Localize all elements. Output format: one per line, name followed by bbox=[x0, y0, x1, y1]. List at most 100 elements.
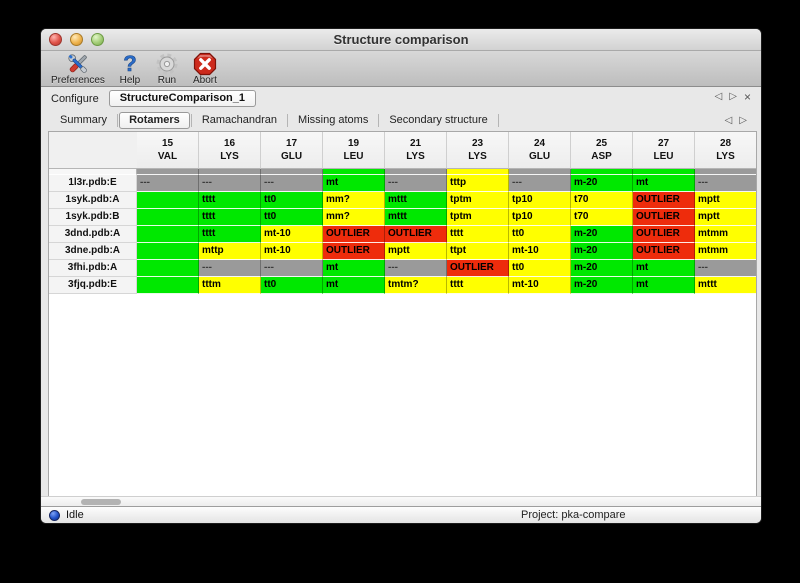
rotamer-cell[interactable]: tt0 bbox=[509, 260, 571, 277]
rotamer-cell[interactable]: mttt bbox=[385, 209, 447, 226]
column-header-17[interactable]: 17 GLU bbox=[261, 132, 323, 169]
column-header-27[interactable]: 27 LEU bbox=[633, 132, 695, 169]
rotamer-cell[interactable]: mt bbox=[633, 277, 695, 294]
help-button[interactable]: ? Help bbox=[117, 52, 143, 87]
close-window-button[interactable] bbox=[49, 33, 62, 46]
rotamer-cell[interactable]: tttt bbox=[447, 226, 509, 243]
rotamer-cell[interactable]: --- bbox=[385, 175, 447, 192]
rotamer-cell[interactable]: tmtm? bbox=[385, 277, 447, 294]
rotamer-cell[interactable]: mttp bbox=[199, 243, 261, 260]
rotamer-cell[interactable]: OUTLIER bbox=[633, 243, 695, 260]
run-button[interactable]: Run bbox=[153, 52, 181, 86]
rotamer-cell[interactable]: tp10 bbox=[509, 209, 571, 226]
column-header-25[interactable]: 25 ASP bbox=[571, 132, 633, 169]
rotamer-cell[interactable]: mt bbox=[633, 175, 695, 192]
configure-prev-icon[interactable]: ◁ bbox=[714, 91, 723, 102]
rotamer-cell[interactable]: tp10 bbox=[509, 192, 571, 209]
column-header-19[interactable]: 19 LEU bbox=[323, 132, 385, 169]
row-label-3fjq-pdb-E[interactable]: 3fjq.pdb:E bbox=[49, 277, 137, 294]
rotamer-cell[interactable]: mt-10 bbox=[509, 277, 571, 294]
rotamer-cell[interactable]: mm? bbox=[323, 192, 385, 209]
rotamer-cell[interactable]: tttt bbox=[447, 277, 509, 294]
row-label-1l3r-pdb-E[interactable]: 1l3r.pdb:E bbox=[49, 175, 137, 192]
rotamer-cell[interactable]: tt0 bbox=[261, 209, 323, 226]
scrollbar-thumb[interactable] bbox=[81, 499, 121, 505]
rotamer-cell[interactable]: mt-10 bbox=[261, 243, 323, 260]
rotamer-cell[interactable]: --- bbox=[199, 175, 261, 192]
column-header-23[interactable]: 23 LYS bbox=[447, 132, 509, 169]
rotamer-cell[interactable]: m-20 bbox=[571, 260, 633, 277]
column-header-28[interactable]: 28 LYS bbox=[695, 132, 756, 169]
rotamer-cell[interactable]: --- bbox=[261, 175, 323, 192]
rotamer-cell[interactable]: --- bbox=[385, 260, 447, 277]
rotamer-cell[interactable] bbox=[137, 260, 199, 277]
row-label-1syk-pdb-A[interactable]: 1syk.pdb:A bbox=[49, 192, 137, 209]
rotamer-cell[interactable]: mm? bbox=[323, 209, 385, 226]
rotamer-cell[interactable]: mt bbox=[323, 175, 385, 192]
rotamer-cell[interactable]: tt0 bbox=[509, 226, 571, 243]
rotamer-cell[interactable] bbox=[137, 226, 199, 243]
rotamer-cell[interactable] bbox=[137, 277, 199, 294]
tab-rotamers[interactable]: Rotamers bbox=[119, 112, 190, 129]
rotamer-cell[interactable]: OUTLIER bbox=[447, 260, 509, 277]
rotamer-cell[interactable]: --- bbox=[199, 260, 261, 277]
rotamer-cell[interactable]: --- bbox=[509, 175, 571, 192]
rotamer-cell[interactable]: mt bbox=[323, 260, 385, 277]
rotamer-cell[interactable]: OUTLIER bbox=[633, 209, 695, 226]
minimize-window-button[interactable] bbox=[70, 33, 83, 46]
rotamer-cell[interactable]: m-20 bbox=[571, 175, 633, 192]
rotamer-cell[interactable]: --- bbox=[261, 260, 323, 277]
tab-summary[interactable]: Summary bbox=[60, 114, 108, 126]
rotamer-cell[interactable]: tttp bbox=[447, 175, 509, 192]
configure-close-icon[interactable]: × bbox=[743, 90, 751, 104]
rotamer-cell[interactable]: ttpt bbox=[447, 243, 509, 260]
rotamer-cell[interactable]: t70 bbox=[571, 209, 633, 226]
rotamer-cell[interactable]: tptm bbox=[447, 192, 509, 209]
rotamer-cell[interactable]: mt-10 bbox=[261, 226, 323, 243]
rotamer-cell[interactable] bbox=[137, 243, 199, 260]
horizontal-scrollbar[interactable] bbox=[41, 496, 761, 506]
configuration-selector[interactable]: StructureComparison_1 bbox=[108, 90, 257, 107]
rotamer-cell[interactable]: mtmm bbox=[695, 243, 756, 260]
rotamer-cell[interactable]: t70 bbox=[571, 192, 633, 209]
column-header-21[interactable]: 21 LYS bbox=[385, 132, 447, 169]
rotamer-cell[interactable]: OUTLIER bbox=[633, 192, 695, 209]
rotamer-cell[interactable]: tttt bbox=[199, 192, 261, 209]
configure-next-icon[interactable]: ▷ bbox=[729, 91, 737, 102]
rotamer-cell[interactable]: mttt bbox=[695, 277, 756, 294]
rotamer-cell[interactable]: tttt bbox=[199, 226, 261, 243]
rotamer-cell[interactable]: m-20 bbox=[571, 243, 633, 260]
preferences-button[interactable]: Preferences bbox=[49, 52, 107, 86]
rotamer-cell[interactable]: tt0 bbox=[261, 192, 323, 209]
rotamer-cell[interactable]: mtmm bbox=[695, 226, 756, 243]
rotamer-cell[interactable]: OUTLIER bbox=[323, 226, 385, 243]
rotamer-cell[interactable]: m-20 bbox=[571, 226, 633, 243]
rotamer-cell[interactable]: OUTLIER bbox=[385, 226, 447, 243]
rotamer-cell[interactable] bbox=[137, 209, 199, 226]
row-label-3dnd-pdb-A[interactable]: 3dnd.pdb:A bbox=[49, 226, 137, 243]
rotamer-cell[interactable]: mptt bbox=[385, 243, 447, 260]
rotamer-cell[interactable]: tttm bbox=[199, 277, 261, 294]
rotamer-cell[interactable]: mt bbox=[323, 277, 385, 294]
abort-button[interactable]: Abort bbox=[191, 52, 219, 86]
rotamer-cell[interactable]: mptt bbox=[695, 209, 756, 226]
row-label-1syk-pdb-B[interactable]: 1syk.pdb:B bbox=[49, 209, 137, 226]
rotamer-cell[interactable]: --- bbox=[695, 260, 756, 277]
rotamer-cell[interactable]: --- bbox=[695, 175, 756, 192]
rotamer-cell[interactable] bbox=[137, 192, 199, 209]
rotamer-cell[interactable]: mttt bbox=[385, 192, 447, 209]
rotamer-cell[interactable]: OUTLIER bbox=[633, 226, 695, 243]
tab-missing-atoms[interactable]: Missing atoms bbox=[298, 114, 369, 126]
tab-ramachandran[interactable]: Ramachandran bbox=[201, 114, 278, 126]
row-label-3fhi-pdb-A[interactable]: 3fhi.pdb:A bbox=[49, 260, 137, 277]
rotamer-cell[interactable]: tptm bbox=[447, 209, 509, 226]
tab-secondary-structure[interactable]: Secondary structure bbox=[389, 114, 488, 126]
column-header-15[interactable]: 15 VAL bbox=[137, 132, 199, 169]
rotamer-cell[interactable]: mt bbox=[633, 260, 695, 277]
rotamer-cell[interactable]: OUTLIER bbox=[323, 243, 385, 260]
rotamer-cell[interactable]: mptt bbox=[695, 192, 756, 209]
rotamer-cell[interactable]: tttt bbox=[199, 209, 261, 226]
rotamer-cell[interactable]: tt0 bbox=[261, 277, 323, 294]
column-header-16[interactable]: 16 LYS bbox=[199, 132, 261, 169]
rotamer-cell[interactable]: mt-10 bbox=[509, 243, 571, 260]
